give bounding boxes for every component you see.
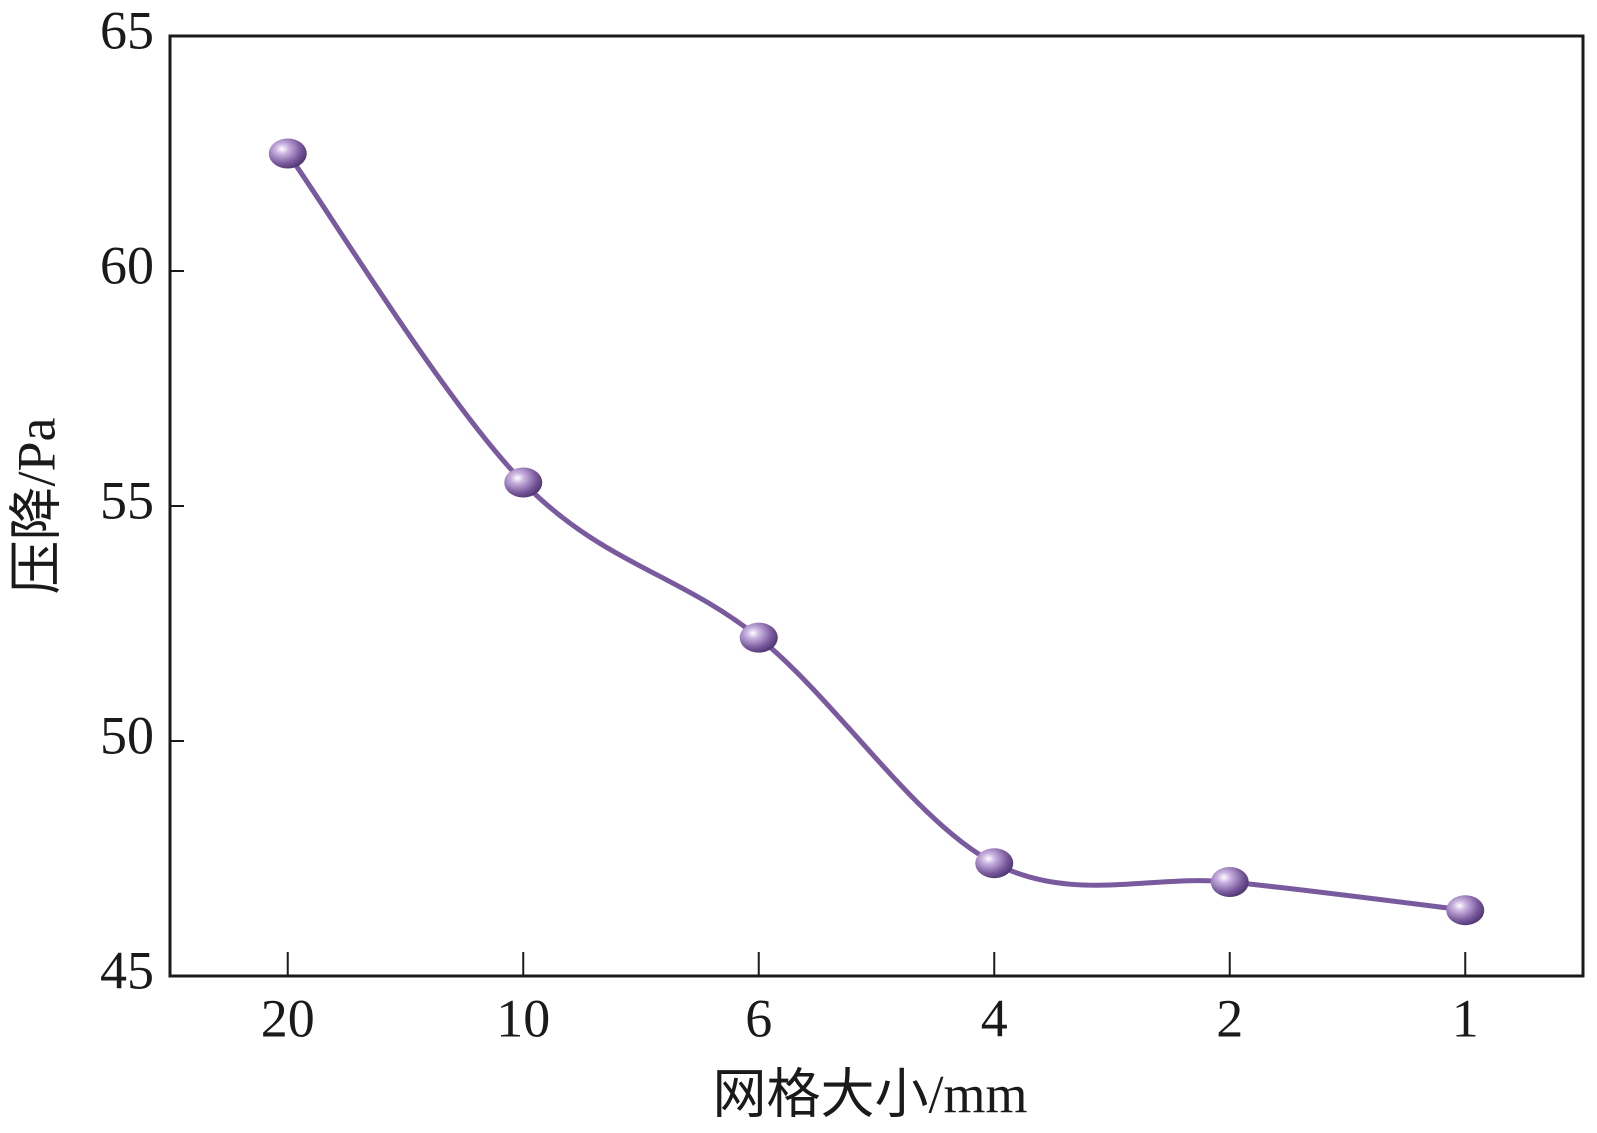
data-point [975,848,1014,879]
data-point [504,467,543,498]
y-tick-label: 45 [100,940,154,1000]
data-point [1446,895,1485,926]
x-tick-label: 10 [496,988,550,1048]
y-tick-label: 50 [100,705,154,765]
y-axis-label: 压降/Pa [6,417,66,594]
data-point [739,622,778,653]
y-tick-label: 65 [100,0,154,60]
x-tick-label: 1 [1452,988,1479,1048]
y-tick-label: 60 [100,235,154,295]
x-tick-label: 20 [261,988,315,1048]
y-tick-label: 55 [100,470,154,530]
plot-frame [168,34,1585,978]
x-axis-label: 网格大小/mm [712,1064,1027,1124]
data-point [268,138,307,169]
x-tick-label: 2 [1216,988,1243,1048]
x-tick-label: 6 [745,988,772,1048]
series-line [285,152,1466,913]
x-tick-label: 4 [981,988,1008,1048]
data-point [1210,867,1249,897]
